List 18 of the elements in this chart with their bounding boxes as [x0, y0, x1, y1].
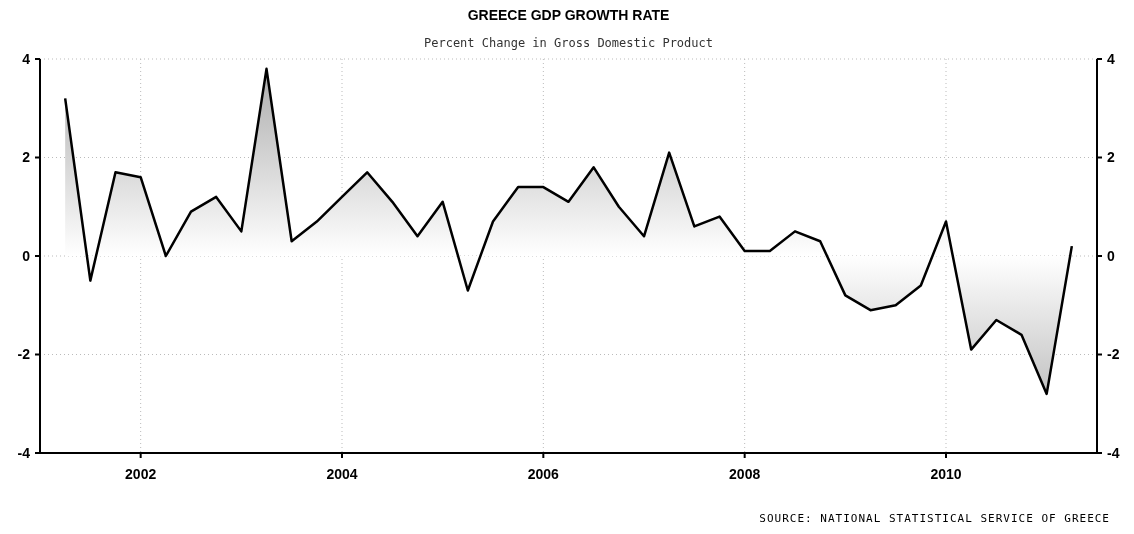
x-tick-label: 2010	[930, 466, 962, 482]
x-tick-label: 2008	[729, 466, 761, 482]
source-note: SOURCE: NATIONAL STATISTICAL SERVICE OF GREECE	[759, 512, 1110, 525]
x-tick-label: 2002	[125, 466, 157, 482]
chart-title: GREECE GDP GROWTH RATE	[467, 7, 670, 23]
y-tick-label: -2	[17, 346, 31, 363]
y-tick-label: 0	[22, 247, 31, 264]
y2-tick-label: 2	[1107, 149, 1115, 166]
y2-tick-label: -2	[1107, 346, 1120, 363]
y-tick-label: 4	[22, 50, 31, 67]
y2-tick-label: 4	[1107, 50, 1115, 67]
y2-tick-label: -4	[1107, 444, 1120, 461]
x-tick-label: 2004	[326, 466, 358, 482]
y2-tick-label: 0	[1107, 247, 1115, 264]
y-tick-label: 2	[22, 149, 31, 166]
chart-subtitle: Percent Change in Gross Domestic Product	[424, 36, 713, 50]
x-tick-label: 2006	[527, 466, 560, 482]
y-tick-label: -4	[17, 444, 31, 461]
